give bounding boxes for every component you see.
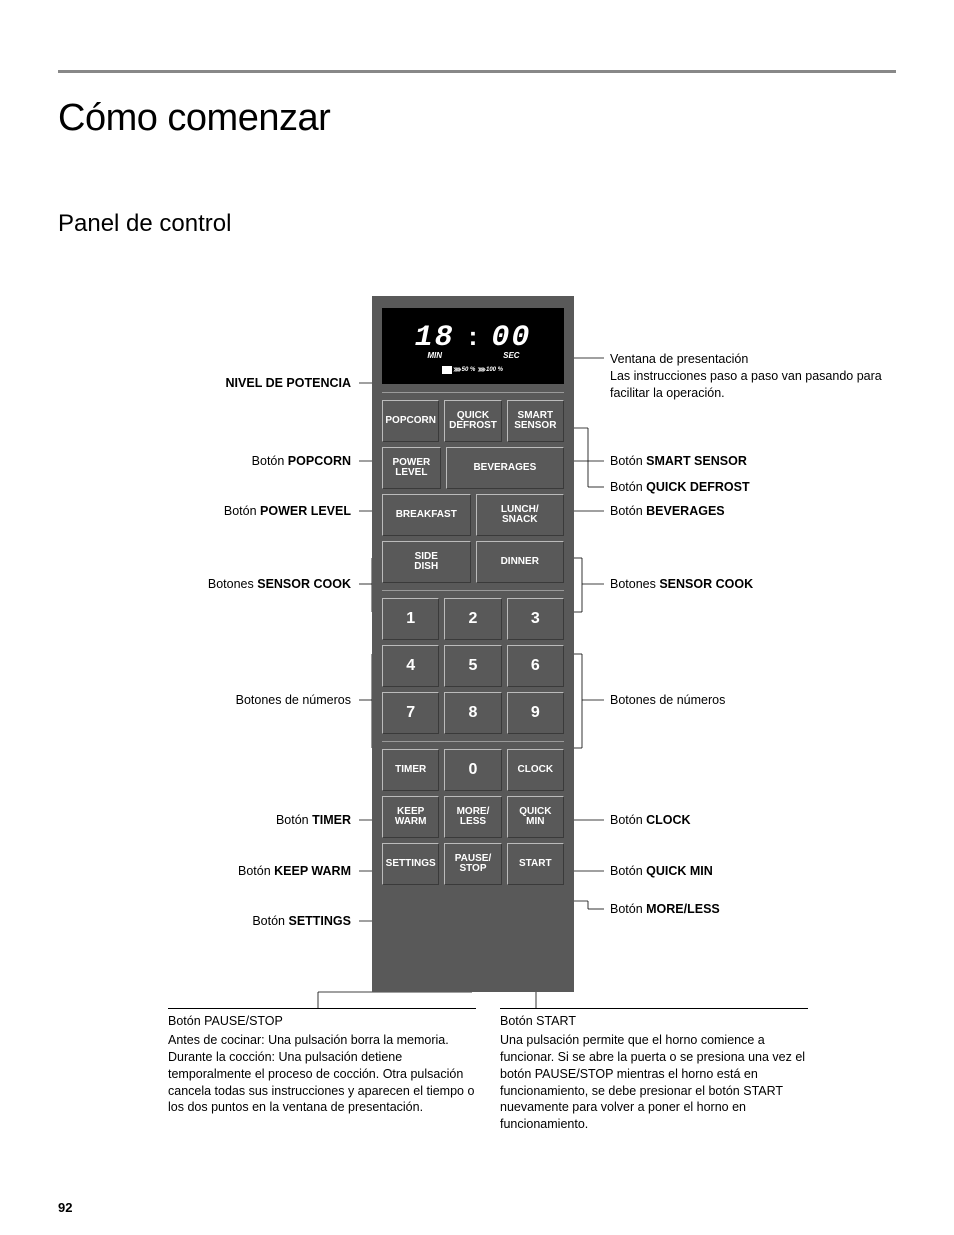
more-less-button[interactable]: MORE/ LESS (444, 796, 501, 838)
pause-stop-button[interactable]: PAUSE/ STOP (444, 843, 501, 885)
control-panel-diagram: 18 MIN : 00 SEC ›››››50 %›››››100 % POPC… (58, 296, 896, 1036)
callout-numbers-left: Botones de números (236, 693, 351, 707)
display-window: 18 MIN : 00 SEC ›››››50 %›››››100 % (382, 308, 564, 384)
lunch-snack-button[interactable]: LUNCH/ SNACK (476, 494, 565, 536)
top-rule (58, 70, 896, 73)
keep-warm-button[interactable]: KEEP WARM (382, 796, 439, 838)
smart-sensor-button[interactable]: SMART SENSOR (507, 400, 564, 442)
keypad-9[interactable]: 9 (507, 692, 564, 734)
callout-quick-min: Botón QUICK MIN (610, 864, 713, 878)
keypad-5[interactable]: 5 (444, 645, 501, 687)
callout-display-window: Ventana de presentación Las instruccione… (610, 351, 900, 402)
display-colon: : (469, 321, 478, 352)
start-description: Botón START Una pulsación permite que el… (500, 1008, 808, 1133)
page-number: 92 (58, 1200, 72, 1215)
quick-min-button[interactable]: QUICK MIN (507, 796, 564, 838)
power-level-indicator: ›››››50 %›››››100 % (442, 364, 504, 375)
clock-button[interactable]: CLOCK (507, 749, 564, 791)
quick-defrost-button[interactable]: QUICK DEFROST (444, 400, 501, 442)
settings-button[interactable]: SETTINGS (382, 843, 439, 885)
pause-stop-description: Botón PAUSE/STOP Antes de cocinar: Una p… (168, 1008, 476, 1133)
callout-sensor-cook-left: Botones SENSOR COOK (208, 577, 351, 591)
callout-power-level-indicator: NIVEL DE POTENCIA (226, 376, 351, 390)
start-button[interactable]: START (507, 843, 564, 885)
callout-clock: Botón CLOCK (610, 813, 691, 827)
section-subtitle: Panel de control (58, 210, 896, 238)
display-min-label: MIN (427, 351, 442, 360)
page-title: Cómo comenzar (58, 97, 896, 140)
callout-settings: Botón SETTINGS (252, 914, 351, 928)
keypad-3[interactable]: 3 (507, 598, 564, 640)
callout-popcorn: Botón POPCORN (252, 454, 351, 468)
keypad-1[interactable]: 1 (382, 598, 439, 640)
callout-quick-defrost: Botón QUICK DEFROST (610, 480, 750, 494)
callout-power-level: Botón POWER LEVEL (224, 504, 351, 518)
power-level-button[interactable]: POWER LEVEL (382, 447, 441, 489)
microwave-panel: 18 MIN : 00 SEC ›››››50 %›››››100 % POPC… (372, 296, 574, 992)
callout-keep-warm: Botón KEEP WARM (238, 864, 351, 878)
timer-button[interactable]: TIMER (382, 749, 439, 791)
keypad-7[interactable]: 7 (382, 692, 439, 734)
breakfast-button[interactable]: BREAKFAST (382, 494, 471, 536)
beverages-button[interactable]: BEVERAGES (446, 447, 564, 489)
callout-numbers-right: Botones de números (610, 693, 725, 707)
keypad-0[interactable]: 0 (444, 749, 501, 791)
callout-beverages: Botón BEVERAGES (610, 504, 725, 518)
display-min: 18 (415, 323, 455, 353)
keypad-8[interactable]: 8 (444, 692, 501, 734)
display-sec-label: SEC (503, 351, 519, 360)
dinner-button[interactable]: DINNER (476, 541, 565, 583)
callout-sensor-cook-right: Botones SENSOR COOK (610, 577, 753, 591)
keypad-6[interactable]: 6 (507, 645, 564, 687)
side-dish-button[interactable]: SIDE DISH (382, 541, 471, 583)
keypad-2[interactable]: 2 (444, 598, 501, 640)
callout-timer: Botón TIMER (276, 813, 351, 827)
callout-more-less: Botón MORE/LESS (610, 902, 720, 916)
keypad-4[interactable]: 4 (382, 645, 439, 687)
display-sec: 00 (491, 323, 531, 353)
popcorn-button[interactable]: POPCORN (382, 400, 439, 442)
callout-smart-sensor: Botón SMART SENSOR (610, 454, 747, 468)
